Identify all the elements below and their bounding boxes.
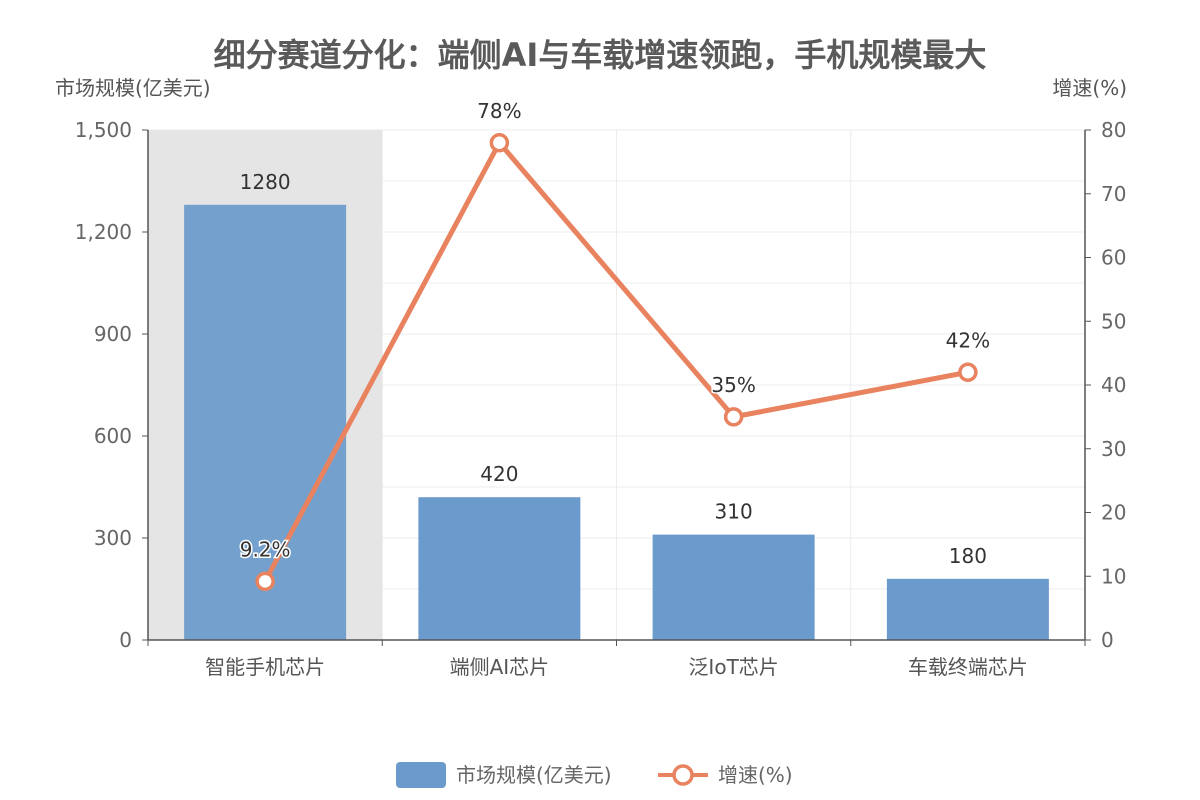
line-point[interactable] [723,407,744,427]
bar-value-label: 310 [715,500,753,524]
line-value-label: 42% [946,328,990,352]
line-point[interactable] [958,362,978,382]
left-tick-label: 1,200 [75,220,132,244]
right-tick-label: 60 [1101,246,1126,270]
left-tick-label: 900 [94,322,132,346]
chart-title: 细分赛道分化：端侧AI与车载增速领跑，手机规模最大 [214,36,987,74]
line-point[interactable] [489,133,510,153]
bar-series [184,204,1049,641]
growth-line [262,140,969,583]
right-tick-label: 10 [1101,564,1126,588]
bar[interactable] [418,497,581,640]
right-tick-label: 20 [1101,501,1126,525]
bar-value-label: 180 [949,544,987,568]
left-tick-label: 300 [94,526,132,550]
left-tick-label: 600 [94,424,132,448]
bar[interactable] [886,578,1049,640]
right-axis-name: 增速(%) [1052,76,1127,100]
right-tick-label: 40 [1101,373,1126,397]
category-label: 泛IoT芯片 [688,655,778,679]
legend[interactable]: 市场规模(亿美元) 增速(%) [396,762,793,788]
left-tick-label: 0 [119,628,132,652]
right-tick-label: 80 [1101,118,1126,142]
left-tick-label: 1,500 [75,118,132,142]
bar[interactable] [184,204,347,641]
bar-value-label: 420 [480,462,518,486]
line-series [255,133,978,592]
right-tick-label: 50 [1101,309,1126,333]
right-tick-label: 30 [1101,437,1126,461]
right-tick-label: 70 [1101,182,1126,206]
category-label: 车载终端芯片 [908,655,1028,679]
legend-line-label[interactable]: 增速(%) [718,763,793,787]
data-labels: 1280 420 310 180 9.2% 78% 35% 42% [238,97,991,568]
bar-value-label: 1280 [240,170,291,194]
line-value-label: 9.2% [240,537,291,561]
line-value-label: 35% [711,373,755,397]
line-value-label: 78% [477,99,521,123]
line-point[interactable] [255,571,275,592]
legend-bar-label[interactable]: 市场规模(亿美元) [456,763,612,787]
bar[interactable] [652,534,815,640]
legend-bar-swatch[interactable] [396,762,446,788]
right-tick-label: 0 [1101,628,1114,652]
category-label: 端侧AI芯片 [450,655,550,679]
legend-line-marker[interactable] [672,764,694,786]
axes: 0 300 600 900 1,200 1,500 0 10 20 30 40 50 60 70 80 智能手… [75,118,1127,679]
category-label: 智能手机芯片 [205,655,325,679]
left-axis-name: 市场规模(亿美元) [55,76,211,100]
